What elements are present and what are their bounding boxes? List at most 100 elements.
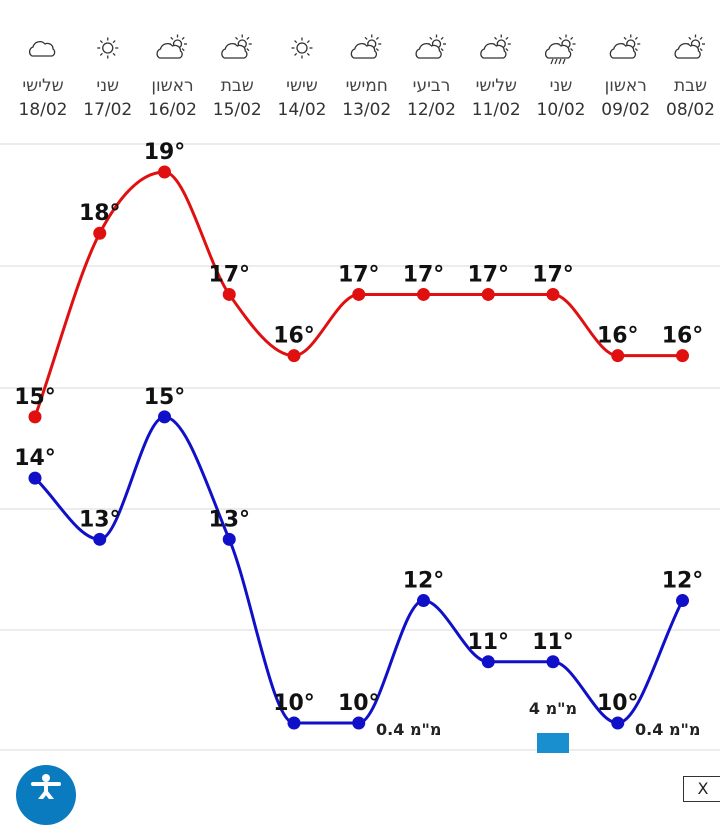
data-point bbox=[676, 594, 689, 608]
partly-cloudy-icon bbox=[350, 34, 382, 59]
day-name: חמישי bbox=[346, 76, 388, 96]
day-date: 14/02 bbox=[278, 100, 327, 120]
precipitation-layer: 0.4 מ"מ 4 מ"מ 0.4 מ"מ bbox=[376, 699, 700, 753]
day-date: 08/02 bbox=[666, 100, 715, 120]
data-label: 11° bbox=[467, 630, 509, 655]
sun-disc bbox=[102, 42, 114, 54]
data-label: 10° bbox=[273, 691, 315, 716]
data-label: 13° bbox=[79, 507, 121, 532]
day-date: 18/02 bbox=[19, 100, 68, 120]
temperature-labels: 15° 18° 19° 17° 16° 17° 17° 17° 17° 16° 16° 14° 13° 1… bbox=[14, 140, 703, 716]
precip-label: 0.4 מ"מ bbox=[376, 720, 441, 739]
sun-ray bbox=[699, 48, 703, 52]
data-point bbox=[222, 287, 236, 301]
sun-ray bbox=[294, 40, 298, 44]
cloud-shape bbox=[221, 43, 248, 59]
close-button[interactable]: X bbox=[683, 776, 720, 802]
data-point bbox=[611, 349, 625, 363]
accessibility-button[interactable] bbox=[16, 765, 76, 825]
data-label: 16° bbox=[597, 324, 639, 349]
day-date: 16/02 bbox=[148, 100, 197, 120]
day-name: רביעי bbox=[413, 76, 451, 96]
day-date: 13/02 bbox=[342, 100, 391, 120]
data-label: 13° bbox=[208, 507, 250, 532]
cloud-shape bbox=[28, 41, 56, 57]
rain-cloud-icon bbox=[544, 34, 576, 65]
cloud-shape bbox=[544, 43, 572, 59]
data-label: 14° bbox=[14, 446, 56, 471]
sun-ray bbox=[429, 36, 433, 40]
precip-bar bbox=[537, 733, 569, 753]
sun-ray bbox=[699, 36, 703, 40]
data-point bbox=[28, 410, 42, 424]
partly-cloudy-icon bbox=[674, 34, 705, 59]
partly-cloudy-icon bbox=[480, 34, 511, 59]
sun-icon bbox=[97, 37, 119, 59]
data-label: 19° bbox=[144, 140, 186, 165]
sun-disc bbox=[296, 42, 308, 54]
data-label: 11° bbox=[532, 630, 574, 655]
data-label: 10° bbox=[597, 691, 639, 716]
sun-ray bbox=[170, 36, 174, 40]
sun-ray bbox=[570, 36, 574, 40]
day-date: 11/02 bbox=[472, 100, 521, 120]
data-point bbox=[158, 410, 171, 424]
cloud-shape bbox=[480, 43, 507, 59]
data-point bbox=[352, 287, 366, 301]
rain-drop bbox=[558, 58, 562, 65]
sun-ray bbox=[623, 36, 627, 40]
data-label: 12° bbox=[403, 569, 445, 594]
data-label: 12° bbox=[662, 569, 704, 594]
sun-ray bbox=[99, 40, 103, 44]
cloud-shape bbox=[350, 43, 378, 59]
cloud-shape bbox=[415, 43, 442, 59]
data-point bbox=[417, 594, 430, 608]
data-point bbox=[611, 716, 625, 730]
partly-cloudy-icon bbox=[156, 34, 187, 59]
data-point bbox=[417, 287, 430, 301]
sun-ray bbox=[112, 40, 116, 44]
temperature-lines bbox=[28, 165, 689, 730]
cloud-shape bbox=[609, 43, 637, 59]
day-header: שלישי 18/02 שני 17/02 ראשון 16/02 שבת 15/02 שישי… bbox=[19, 34, 715, 120]
sun-icon bbox=[291, 37, 313, 59]
data-label: 16° bbox=[273, 324, 315, 349]
data-point bbox=[481, 287, 495, 301]
data-label: 17° bbox=[208, 262, 250, 287]
sun-ray bbox=[505, 36, 509, 40]
sun-ray bbox=[181, 48, 185, 52]
sun-ray bbox=[99, 52, 103, 56]
day-date: 12/02 bbox=[407, 100, 456, 120]
sun-ray bbox=[688, 36, 692, 40]
sun-ray bbox=[246, 48, 250, 52]
day-name: שישי bbox=[286, 76, 318, 96]
data-label: 18° bbox=[79, 201, 121, 226]
data-label: 16° bbox=[662, 324, 704, 349]
data-point bbox=[158, 165, 171, 179]
sun-ray bbox=[375, 36, 379, 40]
sun-ray bbox=[235, 36, 239, 40]
data-point bbox=[93, 226, 107, 240]
sun-ray bbox=[558, 36, 562, 40]
day-date: 10/02 bbox=[537, 100, 586, 120]
sun-ray bbox=[634, 48, 638, 52]
data-label: 17° bbox=[338, 262, 380, 287]
data-point bbox=[546, 655, 560, 669]
precip-label: 0.4 מ"מ bbox=[635, 720, 700, 739]
data-label: 17° bbox=[403, 262, 445, 287]
day-name: שבת bbox=[674, 76, 707, 96]
sun-ray bbox=[294, 52, 298, 56]
day-name: ראשון bbox=[151, 76, 193, 96]
weather-forecast-chart: שלישי 18/02 שני 17/02 ראשון 16/02 שבת 15/02 שישי… bbox=[0, 34, 720, 753]
sun-ray bbox=[246, 36, 250, 40]
data-point bbox=[93, 532, 107, 546]
partly-cloudy-icon bbox=[415, 34, 446, 59]
sun-ray bbox=[494, 36, 498, 40]
data-point bbox=[352, 716, 366, 730]
partly-cloudy-icon bbox=[221, 34, 252, 59]
data-label: 10° bbox=[338, 691, 380, 716]
sun-ray bbox=[634, 36, 638, 40]
sun-ray bbox=[181, 36, 185, 40]
cloud-shape bbox=[674, 43, 701, 59]
day-name: שלישי bbox=[476, 76, 517, 96]
